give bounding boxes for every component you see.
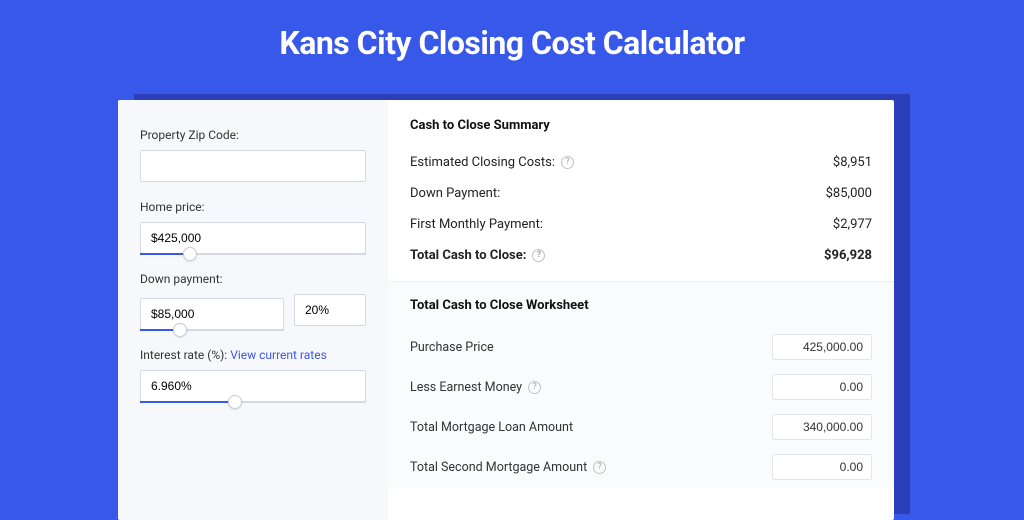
down-payment-pct-wrap [294,294,366,330]
summary-row-label: Down Payment: [410,186,500,201]
zip-label: Property Zip Code: [140,128,366,142]
down-payment-group: Down payment: [140,272,366,330]
help-icon[interactable]: ? [593,461,606,474]
worksheet-section: Total Cash to Close Worksheet Purchase P… [388,281,894,487]
home-price-slider-thumb[interactable] [183,247,197,261]
summary-row-label: Total Cash to Close:? [410,248,545,263]
worksheet-value-input[interactable] [772,334,872,360]
summary-row-label: First Monthly Payment: [410,217,543,232]
summary-title: Cash to Close Summary [410,118,872,133]
zip-field-group: Property Zip Code: [140,128,366,182]
worksheet-row-label: Less Earnest Money? [410,380,541,395]
summary-row-label: Estimated Closing Costs:? [410,155,574,170]
down-payment-row [140,294,366,330]
worksheet-row-label: Total Mortgage Loan Amount [410,420,573,435]
view-current-rates-link[interactable]: View current rates [230,348,327,362]
down-payment-slider-wrap [140,298,284,330]
worksheet-row-label-text: Total Mortgage Loan Amount [410,420,573,435]
inputs-column: Property Zip Code: Home price: Down paym… [118,100,388,520]
summary-row-label-text: Total Cash to Close: [410,248,526,263]
summary-row-label-text: Down Payment: [410,186,500,201]
help-icon[interactable]: ? [561,156,574,169]
summary-row: First Monthly Payment: $2,977 [410,209,872,240]
interest-input[interactable] [140,370,366,402]
help-icon[interactable]: ? [532,249,545,262]
summary-row: Total Cash to Close:? $96,928 [410,240,872,271]
summary-row: Estimated Closing Costs:? $8,951 [410,147,872,178]
worksheet-row-label-text: Purchase Price [410,340,494,355]
page-title: Kans City Closing Cost Calculator [0,24,1024,62]
worksheet-row: Total Second Mortgage Amount? [410,447,872,487]
worksheet-row: Less Earnest Money? [410,367,872,407]
home-price-group: Home price: [140,200,366,254]
interest-label: Interest rate (%): View current rates [140,348,366,362]
interest-slider-fill [140,401,235,403]
down-payment-input[interactable] [140,298,284,330]
home-price-slider-wrap [140,222,366,254]
interest-slider-wrap [140,370,366,402]
summary-row-label-text: Estimated Closing Costs: [410,155,555,170]
worksheet-value-input[interactable] [772,454,872,480]
help-icon[interactable]: ? [528,381,541,394]
worksheet-rows: Purchase Price Less Earnest Money? Total M… [410,327,872,487]
worksheet-row-label: Purchase Price [410,340,494,355]
summary-row: Down Payment: $85,000 [410,178,872,209]
interest-slider-thumb[interactable] [228,395,242,409]
summary-row-value: $8,951 [833,155,872,170]
interest-label-prefix: Interest rate (%): [140,348,230,362]
home-price-input[interactable] [140,222,366,254]
worksheet-row: Total Mortgage Loan Amount [410,407,872,447]
worksheet-value-input[interactable] [772,374,872,400]
down-payment-slider-thumb[interactable] [173,323,187,337]
summary-rows: Estimated Closing Costs:? $8,951 Down Paym… [410,147,872,271]
summary-row-value: $85,000 [826,186,872,201]
summary-row-label-text: First Monthly Payment: [410,217,543,232]
calculator-panel: Property Zip Code: Home price: Down paym… [118,100,894,520]
summary-column: Cash to Close Summary Estimated Closing … [388,100,894,520]
down-payment-label: Down payment: [140,272,366,286]
interest-group: Interest rate (%): View current rates [140,348,366,402]
worksheet-row-label-text: Less Earnest Money [410,380,522,395]
worksheet-row-label-text: Total Second Mortgage Amount [410,460,587,475]
worksheet-row-label: Total Second Mortgage Amount? [410,460,606,475]
summary-row-value: $2,977 [833,217,872,232]
home-price-label: Home price: [140,200,366,214]
zip-input[interactable] [140,150,366,182]
down-payment-pct-input[interactable] [294,294,366,326]
worksheet-row: Purchase Price [410,327,872,367]
summary-row-value: $96,928 [824,248,872,263]
worksheet-title: Total Cash to Close Worksheet [410,298,872,313]
worksheet-value-input[interactable] [772,414,872,440]
